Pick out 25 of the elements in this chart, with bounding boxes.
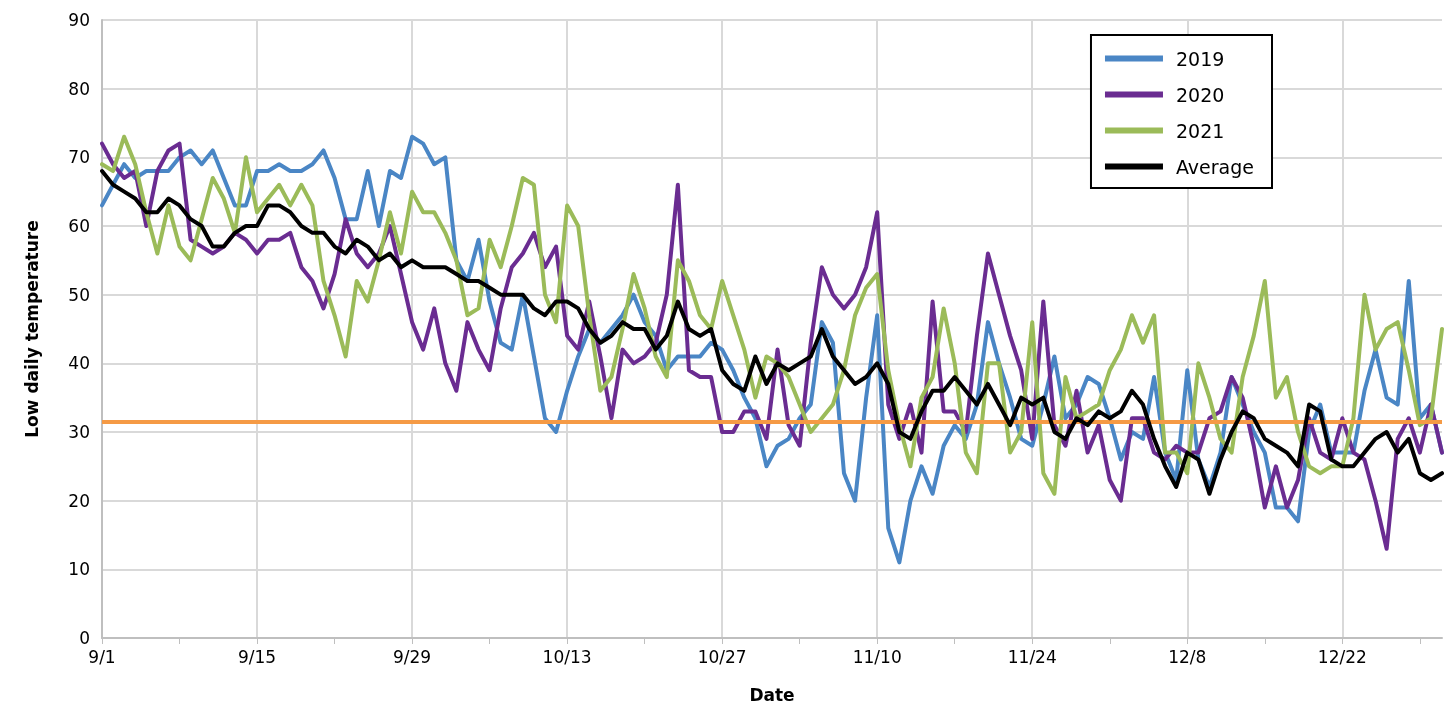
y-tick-label: 80 — [68, 78, 90, 99]
x-tick-label: 12/22 — [1317, 646, 1367, 667]
x-tick-label: 10/27 — [697, 646, 747, 667]
y-tick-label: 60 — [68, 216, 90, 236]
y-tick-label: 70 — [68, 147, 90, 168]
legend-label: 2020 — [1175, 83, 1225, 106]
x-axis-title: Date — [749, 684, 795, 705]
y-tick-label: 30 — [68, 422, 90, 442]
y-tick-label: 50 — [68, 284, 90, 305]
y-tick-label: 90 — [68, 10, 90, 30]
x-tick-label: 9/29 — [392, 646, 432, 667]
x-tick-label: 11/24 — [1007, 646, 1057, 667]
x-tick-label: 9/15 — [237, 646, 277, 667]
y-axis-title: Low daily temperature — [21, 220, 42, 438]
x-tick-label: 9/1 — [88, 646, 116, 667]
x-tick-label: 12/8 — [1168, 646, 1207, 667]
legend-label: 2021 — [1175, 119, 1225, 142]
x-tick-label: 11/10 — [852, 646, 902, 667]
y-tick-label: 10 — [68, 559, 90, 580]
y-tick-label: 40 — [68, 353, 90, 374]
legend-label: Average — [1175, 155, 1255, 178]
legend-label: 2019 — [1175, 47, 1225, 70]
y-tick-label: 0 — [79, 628, 90, 648]
y-tick-label: 20 — [68, 490, 90, 511]
x-tick-label: 10/13 — [542, 646, 592, 667]
